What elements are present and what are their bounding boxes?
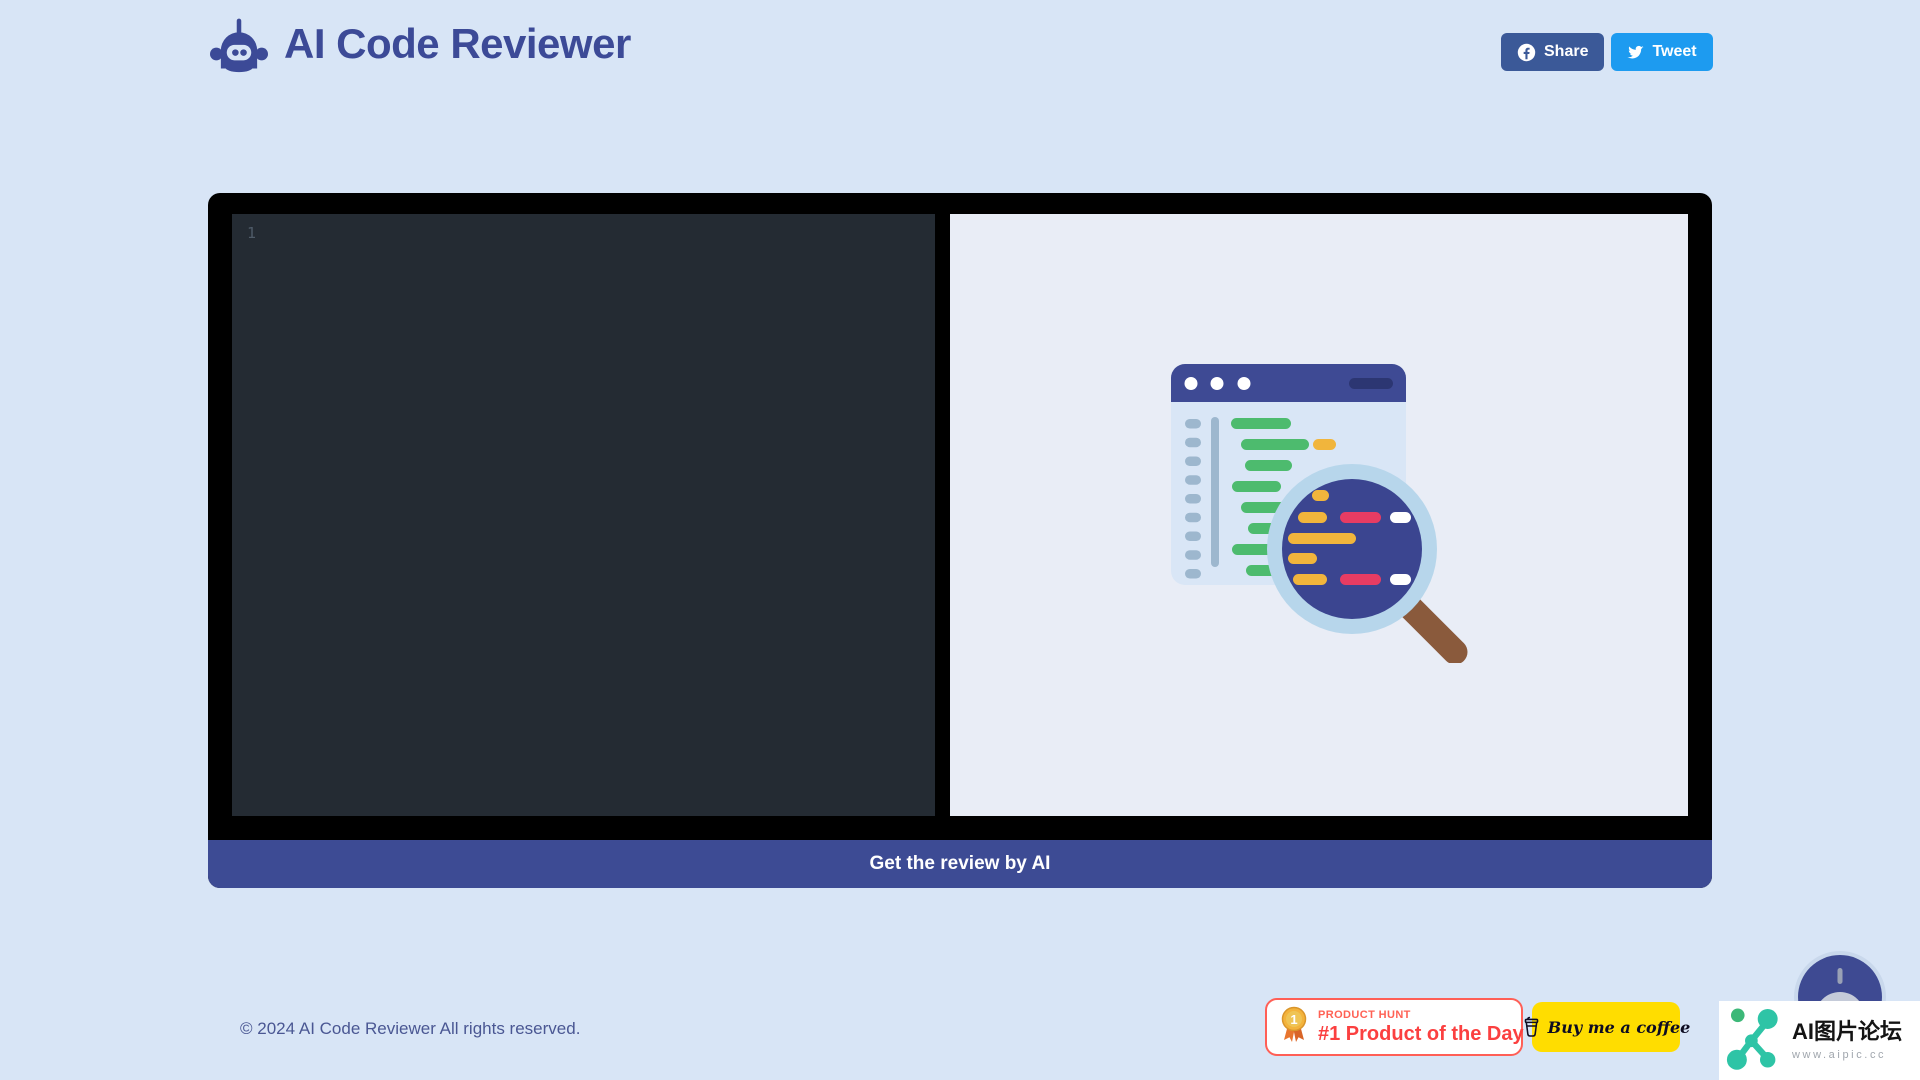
code-review-card: 1 [208, 193, 1712, 888]
share-button-label: Share [1544, 43, 1589, 60]
code-review-illustration [1169, 363, 1469, 668]
product-hunt-title: #1 Product of the Day [1318, 1022, 1524, 1045]
editor-line-number: 1 [247, 224, 257, 242]
medal-icon: 1 [1279, 1006, 1309, 1049]
product-hunt-kicker: PRODUCT HUNT [1318, 1008, 1411, 1021]
review-result-panel [950, 214, 1688, 816]
get-review-button[interactable]: Get the review by AI [208, 840, 1712, 888]
watermark-url: www.aipic.cc [1792, 1048, 1887, 1061]
product-hunt-texts: PRODUCT HUNT #1 Product of the Day [1318, 1009, 1524, 1046]
tweet-button[interactable]: Tweet [1611, 33, 1713, 71]
medal-number: 1 [1290, 1012, 1297, 1027]
coffee-cup-icon [1522, 1014, 1541, 1041]
watermark-title: AI图片论坛 [1792, 1019, 1903, 1045]
watermark-logo-icon [1726, 1005, 1784, 1076]
copyright-text: © 2024 AI Code Reviewer All rights reser… [240, 1019, 581, 1038]
facebook-icon [1517, 43, 1536, 62]
panels-row: 1 [232, 214, 1688, 816]
tweet-button-label: Tweet [1652, 43, 1697, 60]
twitter-icon [1627, 44, 1645, 61]
buy-me-a-coffee-button[interactable]: Buy me a coffee [1524, 1002, 1690, 1052]
watermark-texts: AI图片论坛 www.aipic.cc [1792, 1019, 1903, 1061]
coffee-button-label: Buy me a coffee [1547, 1017, 1691, 1037]
robot-logo-icon [210, 14, 268, 74]
share-buttons-group: Share Tweet [1501, 33, 1713, 71]
share-button[interactable]: Share [1501, 33, 1605, 71]
product-hunt-badge[interactable]: 1 PRODUCT HUNT #1 Product of the Day [1265, 998, 1524, 1056]
page-title: AI Code Reviewer [284, 20, 631, 67]
code-editor-input[interactable]: 1 [232, 214, 935, 816]
watermark-panel: AI图片论坛 www.aipic.cc [1719, 1001, 1920, 1080]
app-header: AI Code Reviewer [210, 14, 631, 74]
